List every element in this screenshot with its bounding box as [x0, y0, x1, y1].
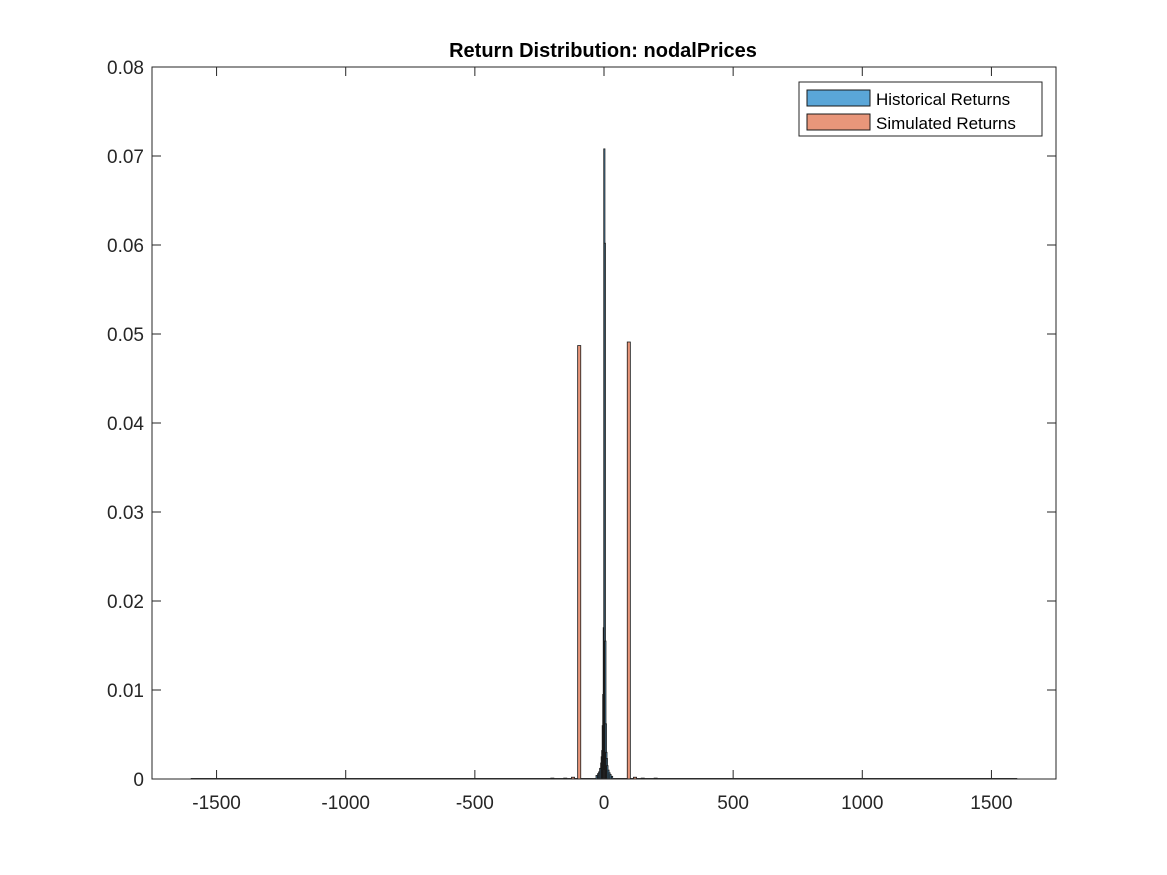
historical-bar [595, 775, 598, 780]
y-tick-label: 0.03 [107, 503, 144, 524]
y-tick-label: 0.01 [107, 681, 144, 702]
legend: Historical Returns Simulated Returns [798, 81, 1043, 137]
chart-title: Return Distribution: nodalPrices [449, 40, 757, 62]
axes-layer: -1500 -1000 -500 0 500 1000 1500 0 0.01 0.02 0.03 0… [107, 58, 1057, 814]
x-tick-label: 1500 [970, 793, 1012, 814]
x-tick-label: -1500 [192, 793, 241, 814]
x-tick-label: -1000 [321, 793, 370, 814]
legend-swatch-historical [806, 89, 871, 107]
x-tick-label: -500 [456, 793, 494, 814]
y-tick-label: 0.04 [107, 414, 144, 435]
legend-label-historical: Historical Returns [876, 90, 1010, 109]
historical-bar [609, 774, 612, 780]
y-tick-label: 0.05 [107, 325, 144, 346]
legend-swatch-simulated [806, 113, 871, 131]
y-tick-label: 0.06 [107, 236, 144, 257]
simulated-bar [626, 341, 631, 780]
x-tick-label: 1000 [841, 793, 883, 814]
x-tick-label: 0 [599, 793, 610, 814]
y-tick-label: 0 [133, 770, 144, 791]
y-tick-label: 0.02 [107, 592, 144, 613]
y-tick-label: 0.07 [107, 147, 144, 168]
y-tick-label: 0.08 [107, 58, 144, 79]
x-tick-label: 500 [717, 793, 749, 814]
simulated-bar [577, 345, 582, 780]
legend-label-simulated: Simulated Returns [876, 114, 1016, 133]
